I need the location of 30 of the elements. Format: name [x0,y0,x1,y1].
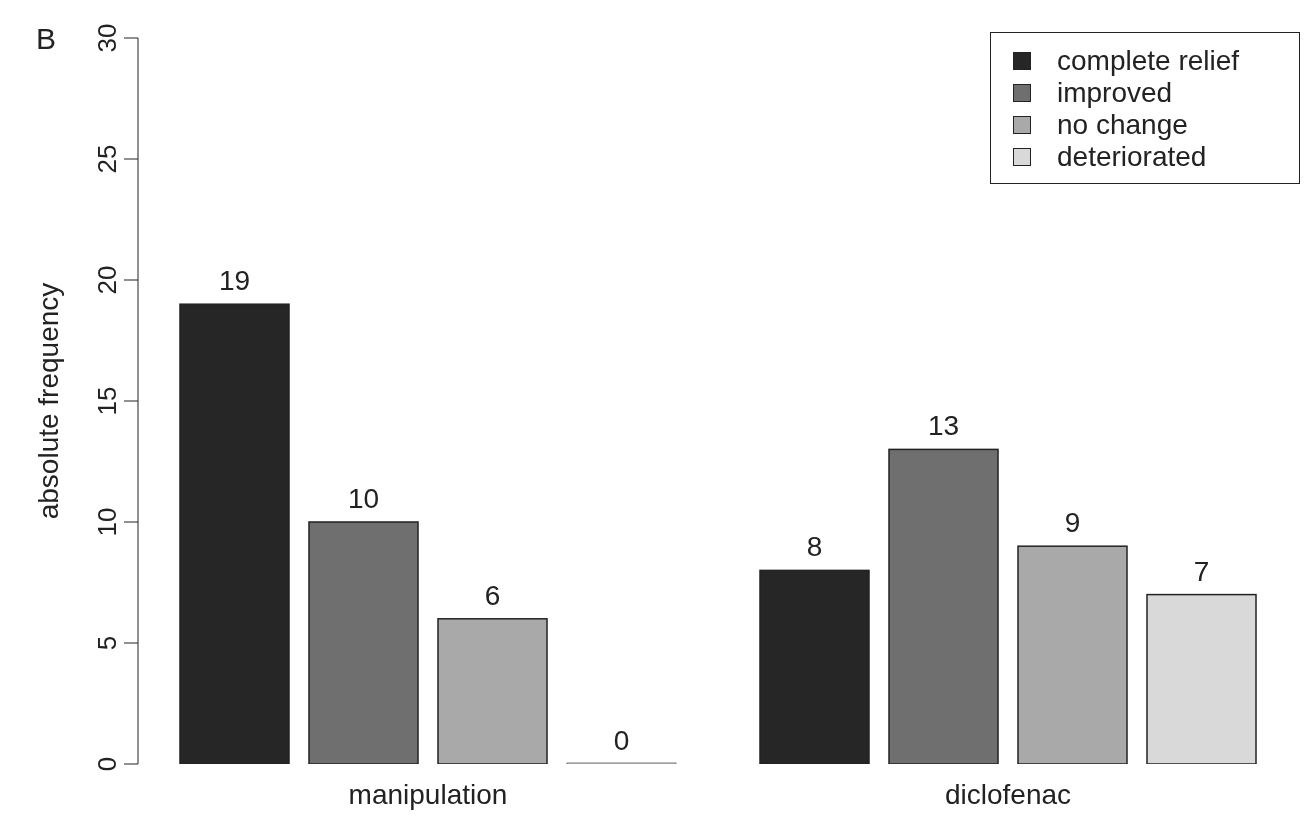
y-axis-title: absolute frequency [32,282,64,520]
data-label: 10 [347,483,380,514]
y-tick-label: 20 [92,265,122,295]
bar [179,303,290,764]
bar [1146,593,1257,764]
data-label: 0 [613,725,630,756]
y-tick-label: 25 [92,144,122,174]
x-tick-label: diclofenac [944,778,1072,810]
bar [888,448,999,764]
y-tick-label: 0 [92,756,122,772]
data-label: 7 [1193,555,1210,587]
data-label: 9 [1064,507,1081,539]
bar [759,569,870,764]
y-tick-label: 5 [92,635,122,651]
y-tick-label: 15 [92,386,122,416]
y-tick-label: 30 [92,23,122,53]
bar [437,618,548,764]
legend-label: deteriorated [1057,141,1207,173]
bar [308,521,419,764]
legend-label: complete relief [1057,45,1240,77]
data-label: 19 [218,265,251,297]
x-tick-label: manipulation [348,778,508,810]
bar [1017,545,1128,764]
text: B [36,22,57,56]
data-label: 13 [927,410,960,442]
data-label: 8 [806,531,823,563]
data-label: 6 [484,579,501,611]
legend-label: no change [1057,109,1188,141]
y-tick-label: 10 [92,507,122,537]
legend-label: improved [1057,77,1173,109]
